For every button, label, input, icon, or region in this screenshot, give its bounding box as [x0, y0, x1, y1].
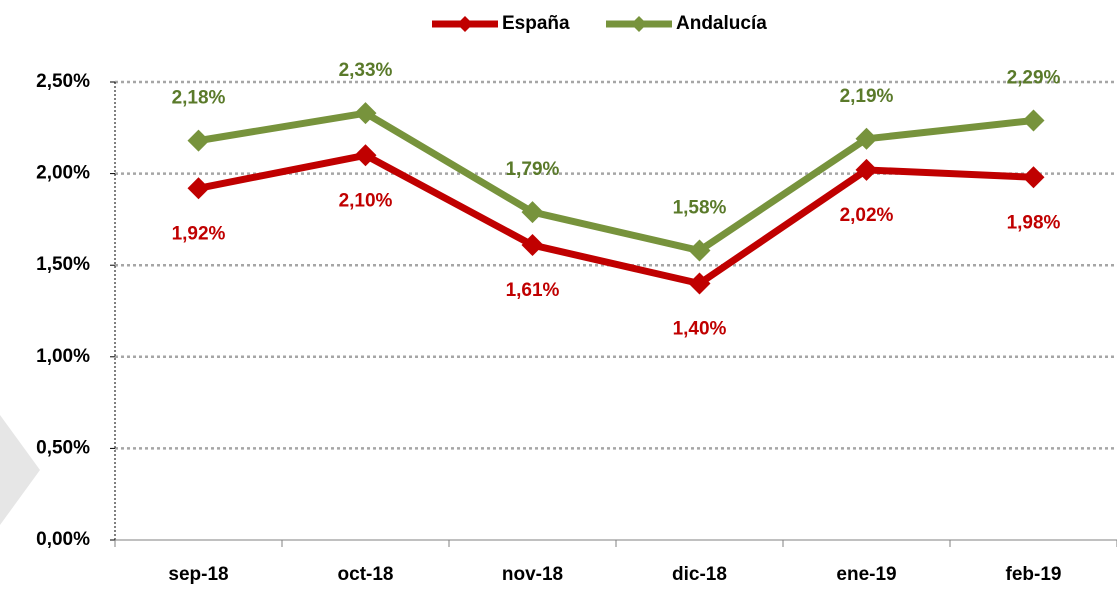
data-label: 2,18% — [172, 88, 226, 109]
decoration — [0, 415, 40, 525]
data-label: 1,58% — [673, 198, 727, 219]
series-line — [197, 109, 1034, 255]
data-label: 1,40% — [673, 319, 727, 340]
x-tick-label: ene-19 — [836, 564, 896, 585]
marker — [521, 234, 544, 257]
x-tick-label: sep-18 — [168, 564, 228, 585]
marker — [688, 272, 711, 295]
marker — [187, 177, 210, 200]
data-label: 2,02% — [840, 205, 894, 226]
legend-label: España — [502, 13, 570, 34]
marker — [521, 201, 544, 224]
marker — [187, 129, 210, 152]
data-label: 2,19% — [840, 86, 894, 107]
data-label: 1,98% — [1007, 212, 1061, 233]
x-tick-label: oct-18 — [338, 564, 394, 585]
marker — [354, 144, 377, 167]
y-tick-label: 2,50% — [36, 71, 90, 92]
data-label: 2,33% — [339, 60, 393, 81]
marker — [688, 239, 711, 262]
y-tick-label: 1,50% — [36, 254, 90, 275]
legend-marker — [631, 16, 647, 32]
x-tick-label: nov-18 — [502, 564, 563, 585]
data-label: 1,92% — [172, 223, 226, 244]
legend-marker — [457, 16, 473, 32]
data-label: 2,10% — [339, 190, 393, 211]
marker — [855, 158, 878, 181]
marker — [855, 127, 878, 150]
y-tick-label: 0,50% — [36, 437, 90, 458]
y-tick-label: 2,00% — [36, 163, 90, 184]
marker — [1022, 109, 1045, 132]
x-tick-label: dic-18 — [672, 564, 727, 585]
y-tick-label: 0,00% — [36, 529, 90, 550]
x-tick-label: feb-19 — [1006, 564, 1062, 585]
series-line — [197, 151, 1034, 288]
marker — [1022, 166, 1045, 189]
legend-label: Andalucía — [676, 13, 767, 34]
marker — [354, 102, 377, 125]
data-label: 1,79% — [506, 159, 560, 180]
data-label: 1,61% — [506, 280, 560, 301]
y-tick-label: 1,00% — [36, 346, 90, 367]
data-label: 2,29% — [1007, 67, 1061, 88]
